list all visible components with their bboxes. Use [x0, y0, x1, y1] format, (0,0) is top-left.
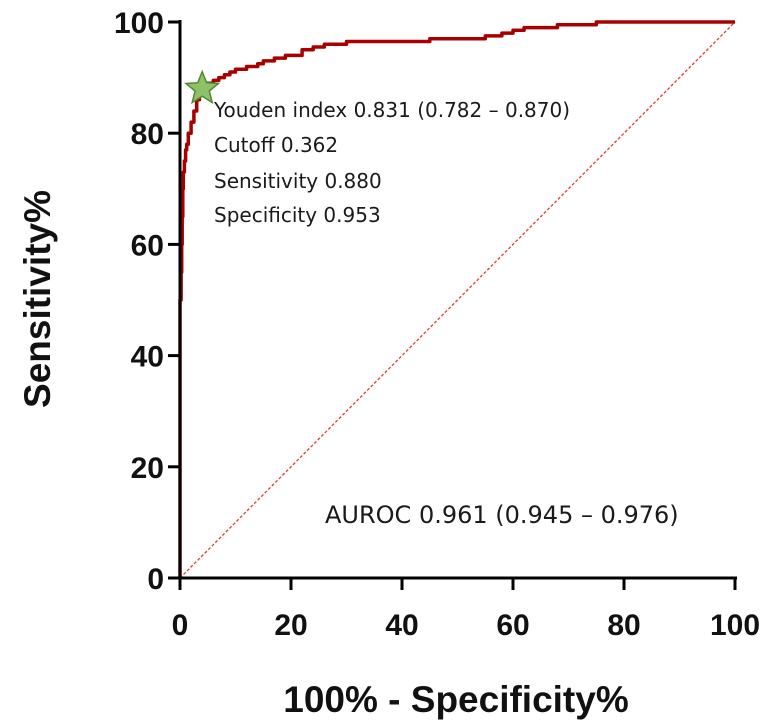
roc-curve-line [178, 20, 735, 578]
reference-diagonal-line [179, 21, 736, 579]
y-axis-ticks: 0 20 40 60 80 100 [114, 7, 180, 596]
y-axis-title: Sensitivity% [17, 190, 58, 408]
x-tick-label: 100 [710, 609, 760, 642]
youden-star-marker [184, 69, 221, 105]
x-tick-label: 0 [172, 609, 189, 642]
y-tick-label: 20 [131, 452, 164, 485]
y-tick-label: 60 [131, 229, 164, 262]
x-tick-label: 80 [607, 609, 640, 642]
x-tick-label: 60 [496, 609, 529, 642]
sensitivity-annotation: Sensitivity 0.880 [214, 169, 382, 193]
y-tick-label: 80 [131, 118, 164, 151]
youden-annotation: Youden index 0.831 (0.782 – 0.870) [213, 98, 570, 122]
cutoff-annotation: Cutoff 0.362 [214, 133, 338, 157]
y-tick-label: 0 [147, 563, 164, 596]
x-axis-title: 100% - Specificity% [283, 679, 628, 720]
x-axis-ticks: 0 20 40 60 80 100 [172, 578, 760, 642]
x-tick-label: 40 [385, 609, 418, 642]
y-tick-label: 100 [114, 7, 164, 40]
auroc-annotation: AUROC 0.961 (0.945 – 0.976) [325, 501, 679, 529]
x-tick-label: 20 [274, 609, 307, 642]
specificity-annotation: Specificity 0.953 [214, 203, 381, 227]
y-tick-label: 40 [131, 341, 164, 374]
